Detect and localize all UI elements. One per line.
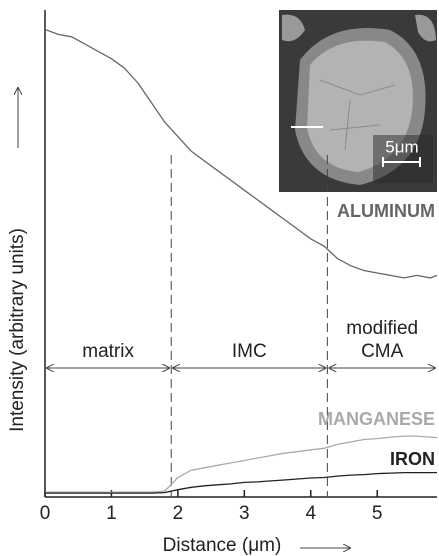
series-line <box>45 473 437 494</box>
series-label: MANGANESE <box>318 409 435 429</box>
x-tick-label: 1 <box>106 503 117 524</box>
x-axis-title: Distance (μm) <box>163 535 282 556</box>
region-label: CMA <box>361 341 404 362</box>
inset-image <box>279 10 437 192</box>
inset-scale-label: 5μm <box>385 137 418 156</box>
x-tick-label: 4 <box>305 503 316 524</box>
x-tick-label: 5 <box>372 503 383 524</box>
series-line <box>45 436 437 492</box>
chart: 5μm Distance (μm) Intensity (arbitrary u… <box>0 0 439 556</box>
series-label: ALUMINUM <box>337 201 435 221</box>
series-label: IRON <box>390 449 435 469</box>
x-tick-label: 3 <box>239 503 250 524</box>
region-label: IMC <box>232 341 267 362</box>
x-tick-label: 2 <box>173 503 184 524</box>
x-tick-label: 0 <box>40 503 51 524</box>
region-label: matrix <box>82 341 134 362</box>
y-axis-title: Intensity (arbitrary units) <box>7 228 28 432</box>
region-label: modified <box>346 318 418 339</box>
